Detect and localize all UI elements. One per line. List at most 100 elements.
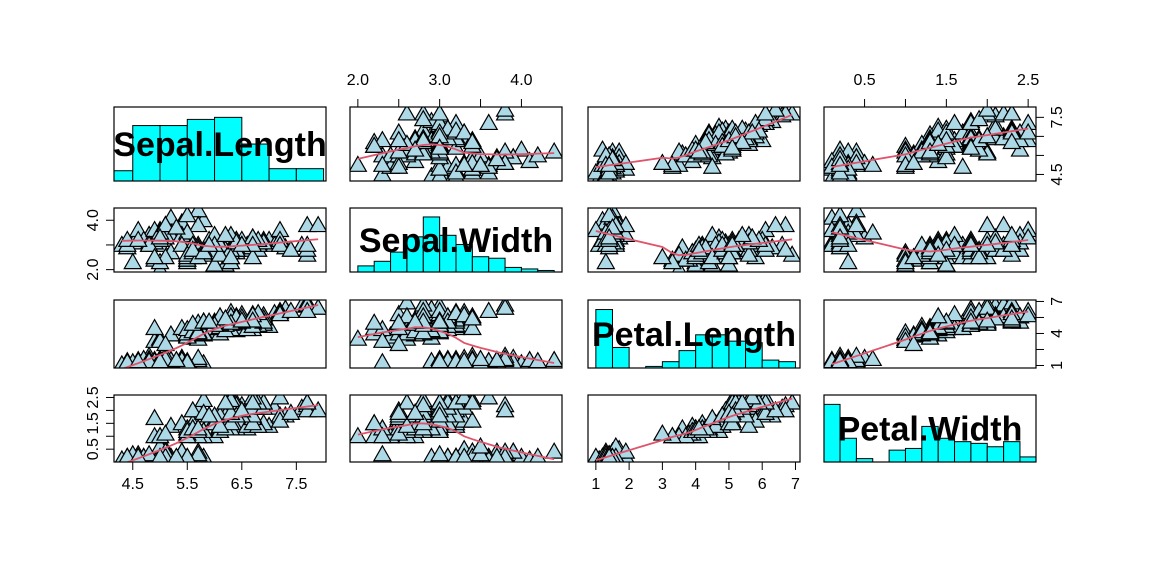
panel-frame (587, 207, 801, 273)
points (588, 107, 800, 181)
data-point (732, 395, 752, 410)
panel-frame (349, 394, 563, 463)
panel-petal-width-vs-sepal-width (349, 394, 563, 463)
panel-petal-length-vs-sepal-width (349, 299, 563, 369)
data-point (936, 147, 956, 165)
histogram-bar (888, 449, 906, 462)
data-point (599, 227, 619, 245)
panel-content (824, 107, 1036, 181)
panel-petal-width-vs-sepal-length (113, 394, 327, 463)
panel-content (350, 107, 562, 181)
data-point (389, 403, 409, 420)
right-axis-petal-length: 1 4 7 (1035, 297, 1066, 370)
tick-label: 2 (625, 476, 634, 493)
data-point (188, 444, 208, 462)
panel-frame (587, 106, 801, 182)
tick-label: 7.5 (285, 476, 307, 493)
tick-label: 4.0 (510, 72, 532, 89)
outer-axes-layer: 4.5 5.5 6.5 7.5 1 2 3 4 5 6 7 2.0 3.0 4.0 0.5 1.5 2.5 2.0… (85, 72, 1066, 493)
data-point (177, 208, 197, 223)
panel-petal-length-vs-sepal-length (113, 299, 327, 369)
data-point (775, 240, 796, 257)
data-point (1018, 305, 1036, 323)
panel-content (114, 208, 326, 272)
data-point (413, 395, 433, 413)
data-point (372, 331, 392, 348)
tick-label: 6.5 (231, 476, 253, 493)
data-point (270, 235, 290, 252)
data-point (479, 395, 499, 405)
data-point (215, 225, 235, 243)
panel-frame (823, 207, 1037, 273)
tick-label: 7 (791, 476, 800, 493)
data-point (863, 222, 883, 240)
data-point (479, 113, 499, 131)
data-point (281, 403, 301, 420)
data-point (405, 140, 425, 157)
data-point (765, 107, 786, 117)
data-point (479, 301, 499, 319)
histogram-bar (488, 257, 506, 272)
points (588, 395, 800, 462)
data-point (487, 149, 507, 167)
data-point (596, 252, 616, 270)
data-point (495, 400, 515, 418)
histogram-petal-width (824, 403, 1036, 462)
data-point (830, 155, 850, 172)
data-point (846, 215, 866, 233)
tick-label: 7 (1049, 297, 1066, 306)
histogram-bar (855, 458, 874, 462)
data-point (155, 334, 176, 352)
data-point (495, 300, 515, 315)
panel-sepal-length-vs-petal-width (823, 106, 1037, 182)
panel-sepal-width-vs-petal-length (587, 207, 801, 273)
data-point (372, 130, 392, 148)
tick-label: 3 (658, 476, 667, 493)
tick-label: 2.5 (85, 386, 102, 408)
panel-content (588, 107, 800, 181)
data-point (372, 426, 392, 444)
data-point (462, 308, 482, 326)
data-point (199, 312, 219, 329)
data-point (462, 395, 482, 410)
data-point (405, 403, 425, 420)
data-point (765, 215, 786, 233)
data-point (755, 107, 776, 121)
data-point (151, 447, 169, 462)
panel-frame (349, 299, 563, 369)
data-point (118, 447, 136, 462)
tick-label: 1.5 (85, 412, 102, 434)
data-point (364, 136, 384, 153)
data-point (652, 247, 672, 265)
data-point (210, 416, 230, 433)
data-point (969, 109, 989, 127)
panel-content (114, 395, 326, 462)
data-point (1002, 132, 1022, 150)
tick-label: 5.5 (176, 476, 198, 493)
diag-label-petal-width: Petal.Width (838, 411, 1023, 449)
histogram-bar (373, 260, 392, 272)
panel-content (824, 300, 1036, 368)
histogram-bar (1003, 441, 1021, 462)
histogram-petal-length (595, 309, 796, 368)
data-point (719, 247, 739, 265)
smooth-line (357, 143, 555, 160)
data-point (487, 350, 507, 368)
data-point (953, 157, 973, 174)
histogram-bar (114, 170, 134, 181)
histogram-bar (611, 346, 630, 368)
histogram-bar (745, 342, 763, 368)
data-point (373, 352, 392, 368)
data-point (739, 416, 759, 433)
data-point (199, 235, 219, 252)
data-point (838, 252, 858, 270)
tick-label: 0.5 (85, 438, 102, 460)
data-point (732, 132, 752, 150)
data-point (413, 130, 433, 148)
smooth-line (831, 231, 1029, 253)
data-point (977, 215, 997, 233)
tick-label: 4.5 (122, 476, 144, 493)
histogram-bar (295, 168, 325, 181)
panel-frame (349, 207, 563, 273)
points (114, 395, 326, 462)
